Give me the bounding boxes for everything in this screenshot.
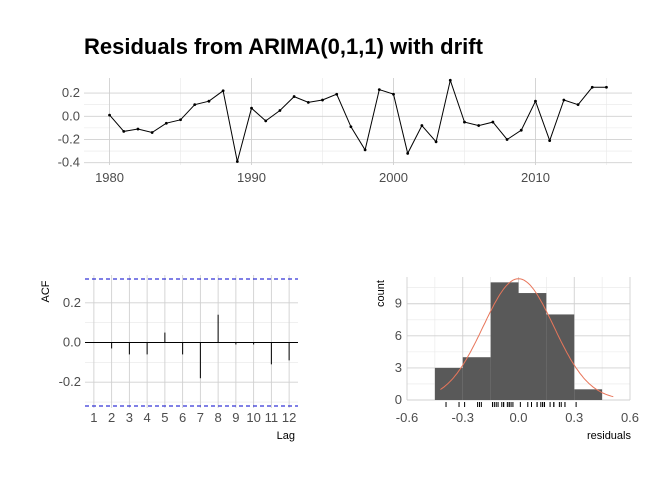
x-tick-label: 2000 — [379, 170, 408, 185]
lag-tick-label: 9 — [232, 410, 239, 425]
histogram-bar — [574, 389, 603, 400]
y-axis-title: ACF — [40, 280, 52, 302]
lag-tick-label: 8 — [215, 410, 222, 425]
residual-point — [235, 160, 239, 163]
normal-density-curve — [440, 278, 614, 398]
lag-tick-label: 3 — [126, 410, 133, 425]
residual-point — [477, 124, 481, 127]
residual-point — [349, 125, 353, 129]
residual-point — [221, 89, 225, 93]
x-tick-label: -0.6 — [396, 410, 418, 425]
residual-point — [491, 120, 495, 124]
y-tick-label: -0.4 — [58, 155, 80, 170]
residual-point — [264, 119, 268, 123]
lag-tick-label: 10 — [246, 410, 260, 425]
residual-point — [505, 138, 509, 141]
y-axis-title: count — [375, 280, 387, 307]
residual-point — [278, 109, 282, 112]
residual-point — [562, 98, 566, 102]
residual-point — [392, 92, 395, 96]
histogram-bar — [462, 357, 491, 400]
x-axis-title: Lag — [277, 430, 295, 442]
y-tick-label: 0.0 — [62, 108, 80, 123]
lag-tick-label: 2 — [108, 410, 115, 425]
residual-point — [108, 113, 111, 117]
y-tick-label: 3 — [395, 360, 402, 375]
residual-point — [434, 140, 438, 144]
acf-tick-label: -0.2 — [59, 374, 81, 389]
chart-title: Residuals from ARIMA(0,1,1) with drift — [84, 34, 483, 59]
residual-point — [122, 129, 126, 133]
residual-point — [534, 99, 537, 103]
residual-point — [150, 131, 154, 134]
lag-tick-label: 5 — [161, 410, 168, 425]
residual-point — [363, 148, 367, 152]
residual-point — [548, 139, 552, 143]
histogram-panel: -0.6 -0.3 0.0 0.3 0.6 0 3 6 9 residuals count — [375, 277, 639, 442]
x-tick-label: 1990 — [237, 170, 266, 185]
lag-tick-label: 4 — [144, 410, 151, 425]
residuals-timeseries-panel: 1980 1990 2000 2010 0.2 0.0 -0.2 -0.4 — [58, 78, 632, 185]
residual-point — [292, 95, 296, 98]
residual-point — [576, 103, 580, 107]
residual-point — [406, 152, 410, 155]
y-tick-label: 9 — [395, 296, 402, 311]
residual-point — [463, 120, 466, 124]
residual-point — [207, 99, 211, 103]
lag-tick-label: 11 — [265, 410, 279, 425]
residual-point — [321, 98, 324, 102]
residual-series-line — [109, 78, 607, 162]
residual-point — [377, 88, 381, 91]
x-axis-title: residuals — [587, 430, 632, 442]
lag-tick-label: 12 — [282, 410, 296, 425]
x-tick-label: 0.6 — [621, 410, 639, 425]
lag-tick-label: 6 — [179, 410, 186, 425]
residual-point — [136, 127, 140, 131]
residual-point — [164, 121, 168, 125]
histogram-bar — [490, 282, 519, 400]
residual-point — [448, 78, 452, 82]
residual-point — [519, 128, 523, 132]
x-tick-label: 0.0 — [509, 410, 527, 425]
y-tick-label: -0.2 — [58, 131, 80, 146]
residual-point — [179, 118, 182, 122]
lag-tick-label: 7 — [197, 410, 204, 425]
lag-tick-label: 1 — [90, 410, 97, 425]
residual-point — [605, 85, 608, 89]
residual-point — [335, 92, 339, 96]
residual-point — [250, 106, 253, 110]
acf-tick-label: 0.0 — [63, 334, 81, 349]
x-tick-label: -0.3 — [452, 410, 474, 425]
x-tick-label: 2010 — [521, 170, 550, 185]
residual-point — [420, 124, 424, 127]
residual-point — [193, 103, 197, 107]
y-tick-label: 6 — [395, 328, 402, 343]
y-tick-label: 0.2 — [62, 85, 80, 100]
histogram-bar — [518, 293, 547, 400]
x-tick-label: 0.3 — [565, 410, 583, 425]
acf-tick-label: 0.2 — [63, 295, 81, 310]
y-tick-label: 0 — [395, 392, 402, 407]
x-tick-label: 1980 — [95, 170, 124, 185]
histogram-bar — [434, 367, 463, 400]
residual-point — [590, 85, 594, 89]
histogram-bar — [546, 314, 575, 400]
residual-point — [306, 100, 310, 104]
